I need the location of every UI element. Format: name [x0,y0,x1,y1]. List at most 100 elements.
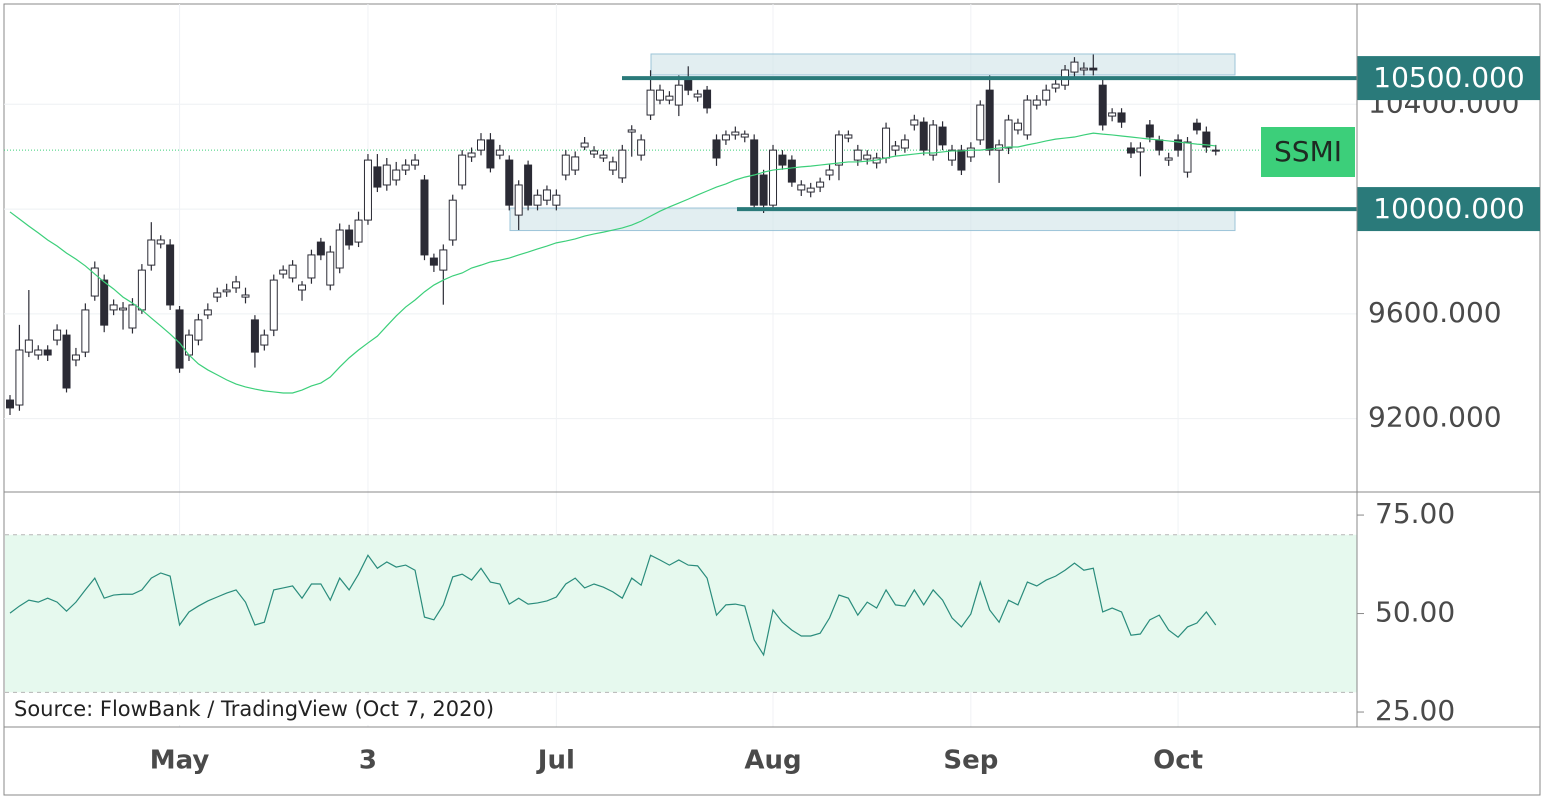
candle-body [345,229,354,246]
candle-body [900,139,909,149]
candle-body [307,254,316,279]
candle-body [674,84,683,106]
candle-body [363,159,372,221]
candle-body [448,199,457,241]
y-tick-label: 50.00 [1375,596,1455,629]
candle-body [1192,122,1201,131]
zone [650,53,1236,76]
candle-body [326,251,335,286]
candle-body [571,156,580,171]
x-tick-label: Aug [744,746,801,776]
candle-body [222,289,231,293]
candle-body [316,241,325,256]
symbol-box [1261,127,1355,177]
candle-body [382,164,391,186]
candle-body [966,147,975,158]
candle-body [665,95,674,101]
candle-body [354,219,363,243]
candle-body [90,267,99,297]
candle-body [429,257,438,266]
y-tick-label: 25.00 [1375,694,1455,727]
candle-body [863,154,872,160]
y-tick-label: 9200.000 [1368,401,1502,434]
candle-body [608,161,617,171]
candle-body [439,249,448,271]
candle-body [561,154,570,176]
foreground-layer: 9200.0009600.00010000.00010400.000May3Ju… [4,53,1540,776]
candle-body [43,349,52,356]
candle-body [1174,139,1183,151]
candle-body [759,174,768,206]
candle-body [769,149,778,206]
zone [509,207,1236,232]
candle-body [655,89,664,101]
x-tick-label: 3 [359,746,377,776]
candle-body [100,279,109,326]
candle-body [128,304,137,329]
candle-body [250,319,259,353]
candle-body [1004,119,1013,149]
candle-body [948,149,956,161]
candle-body [891,145,900,151]
candle-body [486,139,495,169]
candle-body [1155,139,1164,151]
candle-body [467,152,476,158]
candle-body [646,89,655,116]
candle-body [119,307,128,311]
candle-body [279,269,288,275]
candle-body [1013,122,1022,131]
candle-body [957,149,966,171]
candle-body [156,239,165,245]
candle-body [1183,141,1192,173]
candle-body [524,164,533,206]
candle-body [166,244,175,306]
candle-body [750,139,759,206]
candle-body [1211,149,1220,152]
x-tick-label: Jul [536,746,575,776]
candle-body [260,334,269,346]
candle-body [269,279,278,331]
level-label-box [1357,187,1540,232]
candle-body [1098,84,1107,126]
candle-body [637,139,646,156]
candle-body [542,189,551,201]
candle-body [580,142,589,148]
candle-body [458,154,467,186]
candle-body [1136,147,1145,153]
candle-body [844,134,853,139]
candle-body [335,229,344,269]
candle-body [81,309,90,353]
candle-body [533,194,542,206]
candle-body [938,126,947,146]
x-tick-label: Sep [943,746,998,776]
candle-body [816,181,825,188]
source-note: Source: FlowBank / TradingView (Oct 7, 2… [14,697,494,721]
candle-body [1108,112,1117,117]
candle-body [514,184,523,216]
level-label: 10500.000 [1373,61,1524,94]
candle-body [703,89,712,109]
candle-body [137,269,146,311]
candle-body [693,93,702,98]
moving-average [9,132,1216,394]
candle-body [778,154,787,166]
candle-body [721,134,730,141]
candle-body [797,184,806,191]
y-tick-label: 75.00 [1375,497,1455,530]
candle-body [1117,112,1126,123]
x-tick-label: Oct [1153,746,1203,776]
candle-body [1070,61,1079,73]
candle-body [203,309,212,316]
candle-body [147,239,156,266]
candle-body [976,104,985,141]
candle-body [194,319,203,341]
candle-body [599,154,608,159]
candle-body [806,187,815,193]
candle-body [929,124,938,156]
candle-body [53,329,62,341]
candle-body [6,399,14,409]
candle-body [109,304,118,311]
candle-body [590,150,599,155]
x-tick-label: May [150,746,210,776]
